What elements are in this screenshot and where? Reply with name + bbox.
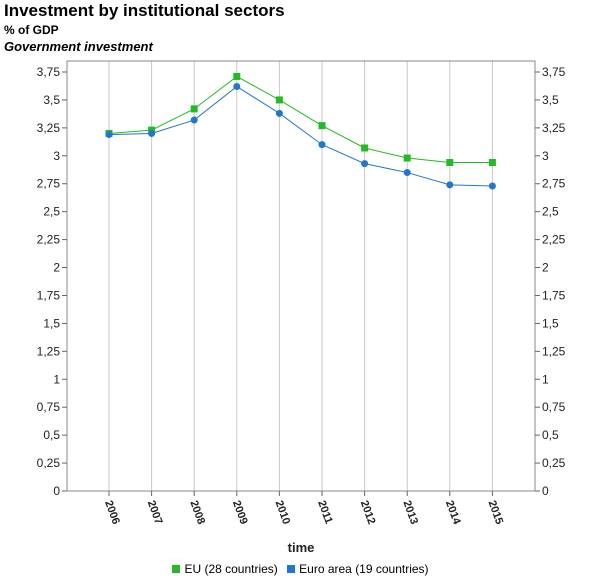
x-tick-label: 2007	[145, 499, 165, 526]
y-tick-label-left: 3,75	[37, 65, 61, 79]
y-tick-label-right: 1,5	[542, 316, 559, 330]
y-tick-label-right: 1,25	[542, 344, 566, 358]
y-tick-label-left: 2	[53, 261, 60, 275]
y-tick-label-left: 0,25	[37, 456, 61, 470]
data-point-square	[318, 122, 326, 130]
y-tick-label-right: 3,75	[542, 65, 566, 79]
y-tick-label-right: 0	[542, 484, 549, 498]
y-tick-label-right: 2,5	[542, 205, 559, 219]
y-tick-label-right: 1,75	[542, 288, 566, 302]
y-tick-label-left: 0	[53, 484, 60, 498]
y-tick-label-left: 2,75	[37, 177, 61, 191]
series-line	[108, 75, 493, 164]
y-tick-label-left: 0,75	[37, 400, 61, 414]
data-point-circle	[488, 182, 496, 190]
y-tick-label-left: 3,25	[37, 121, 61, 135]
data-point-square	[361, 144, 369, 152]
legend-item-eu[interactable]: EU (28 countries)	[172, 562, 278, 576]
chart-legend: EU (28 countries) Euro area (19 countrie…	[0, 562, 601, 576]
chart-title: Investment by institutional sectors	[4, 1, 285, 20]
legend-label-euro-area: Euro area (19 countries)	[299, 562, 429, 576]
y-tick-label-right: 2,25	[542, 233, 566, 247]
y-tick-label-left: 1,5	[43, 316, 60, 330]
y-tick-label-left: 3,5	[43, 93, 60, 107]
y-tick-label-left: 1	[53, 372, 60, 386]
data-point-circle	[446, 181, 454, 189]
data-point-square	[233, 72, 241, 80]
x-tick-label: 2014	[443, 499, 463, 527]
y-tick-label-right: 0,5	[542, 428, 559, 442]
data-point-square	[275, 96, 283, 104]
data-point-circle	[275, 109, 283, 117]
y-tick-label-left: 2,25	[37, 233, 61, 247]
y-tick-label-right: 3,5	[542, 93, 559, 107]
series-line	[108, 85, 493, 187]
y-tick-label-right: 1	[542, 372, 549, 386]
chart-subsubtitle: Government investment	[4, 39, 153, 54]
data-point-circle	[361, 160, 369, 168]
y-tick-label-left: 0,5	[43, 428, 60, 442]
data-point-circle	[105, 131, 113, 139]
data-point-circle	[148, 129, 156, 137]
data-point-circle	[403, 169, 411, 177]
y-tick-label-right: 3,25	[542, 121, 566, 135]
legend-swatch-euro-area	[287, 565, 296, 573]
line-chart: 0 0 0,25 0,25 0,5 0,5 0,75 0,75 1 1 1,25 1,25 1,5 1,5…	[37, 60, 566, 555]
x-tick-label: 2009	[230, 499, 250, 526]
chart-subtitle: % of GDP	[4, 23, 59, 37]
y-tick-label-left: 2,5	[43, 205, 60, 219]
legend-item-euro-area[interactable]: Euro area (19 countries)	[287, 562, 429, 576]
x-tick-label: 2011	[315, 499, 334, 526]
x-tick-label: 2012	[358, 499, 378, 526]
data-point-square	[190, 105, 198, 113]
x-tick-label: 2015	[486, 499, 506, 526]
x-tick-label: 2008	[187, 499, 207, 526]
data-point-circle	[233, 83, 241, 91]
x-tick-label: 2010	[273, 499, 293, 526]
y-tick-label-right: 3	[542, 149, 549, 163]
legend-label-eu: EU (28 countries)	[184, 562, 278, 576]
y-tick-label-right: 0,75	[542, 400, 566, 414]
x-tick-label: 2013	[400, 499, 420, 526]
y-tick-label-left: 3	[53, 149, 60, 163]
x-tick-label: 2006	[102, 499, 122, 526]
y-tick-label-left: 1,25	[37, 344, 61, 358]
plot-frame	[66, 60, 536, 492]
y-tick-label-right: 2	[542, 261, 549, 275]
data-point-circle	[318, 141, 326, 149]
y-tick-label-left: 1,75	[37, 288, 61, 302]
y-tick-label-right: 2,75	[542, 177, 566, 191]
legend-swatch-eu	[172, 565, 181, 573]
data-point-square	[403, 154, 411, 162]
x-axis-label: time	[288, 540, 315, 555]
y-tick-label-right: 0,25	[542, 456, 566, 470]
data-point-circle	[190, 116, 198, 124]
data-point-square	[446, 159, 454, 167]
data-point-square	[488, 159, 496, 167]
